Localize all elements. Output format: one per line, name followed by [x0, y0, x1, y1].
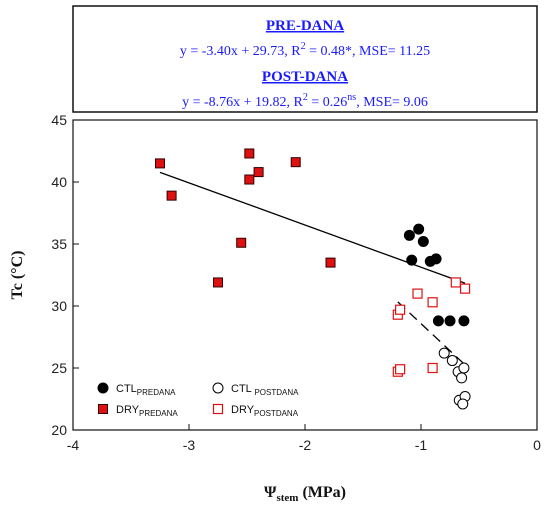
- dry-predana-point: [290, 157, 301, 168]
- dry-postdana-point: [427, 297, 438, 308]
- ctl-predana-point: [406, 254, 418, 266]
- ctl-postdana-point: [457, 398, 469, 410]
- y-tick-label: 30: [51, 298, 67, 314]
- ctl-postdana-point: [456, 372, 468, 384]
- legend-label: CTL POSTDANA: [231, 383, 299, 397]
- ctl-predana-point: [458, 315, 470, 327]
- axis-ticks: 20 25 30 35 40 45 -4 -3 -2 -1 0: [51, 112, 541, 453]
- plot-frame: [72, 119, 538, 431]
- dry-predana-point: [213, 277, 223, 288]
- equation-box: [72, 5, 538, 113]
- x-tick-label: -3: [183, 437, 196, 453]
- legend-marker-ctl-postdana: [212, 382, 224, 394]
- y-tick-label: 45: [51, 112, 67, 128]
- dry-predana-point: [325, 257, 336, 268]
- legend-label: DRYPOSTDANA: [231, 404, 299, 418]
- legend-label: CTLPREDANA: [116, 383, 176, 397]
- ctl-predana-point: [403, 229, 415, 241]
- ctl-predana-point: [432, 315, 444, 327]
- dry-predana-point: [155, 158, 165, 169]
- ctl-predana-point: [417, 236, 429, 248]
- dry-predana-point: [253, 167, 264, 178]
- dry-postdana-point: [459, 283, 471, 294]
- y-tick-label: 25: [51, 360, 67, 376]
- legend-marker-ctl-predana: [97, 382, 109, 394]
- x-tick-label: -1: [415, 437, 428, 453]
- dry-postdana-point: [450, 277, 461, 288]
- x-axis-label: Ψstem (MPa): [264, 484, 346, 504]
- dry-postdana-point: [412, 288, 423, 299]
- y-axis-label: Tc (°C): [9, 251, 26, 300]
- ctl-postdana-point: [446, 355, 458, 367]
- x-tick-label: 0: [533, 437, 541, 453]
- ctl-postdana-point: [438, 347, 450, 359]
- dry-postdana-point: [395, 304, 406, 315]
- x-tick-label: -2: [299, 437, 312, 453]
- y-tick-label: 40: [51, 174, 67, 190]
- fit-lines: [159, 171, 466, 366]
- pre-dana-title: PRE-DANA: [266, 18, 344, 34]
- pre-dana-equation: y = -3.40x + 29.73, R2 = 0.48*, MSE= 11.…: [180, 41, 430, 59]
- legend-label: DRYPREDANA: [116, 404, 178, 418]
- ctl-predana-point: [444, 315, 456, 327]
- post-dana-equation: y = -8.76x + 19.82, R2 = 0.26ns, MSE= 9.…: [182, 92, 428, 110]
- y-tick-label: 20: [51, 422, 67, 438]
- dry-predana-point: [166, 190, 177, 201]
- dry-predana-point: [244, 148, 255, 159]
- post-dana-title: POST-DANA: [262, 69, 348, 85]
- dry-predana-point: [236, 237, 247, 248]
- dry-postdana-point: [395, 364, 406, 375]
- ctl-predana-point: [430, 253, 442, 265]
- post-dana-fit-line: [397, 301, 466, 366]
- data-points: [155, 148, 471, 410]
- legend-marker-dry-predana: [98, 404, 108, 414]
- y-tick-label: 35: [51, 236, 67, 252]
- ctl-postdana-point: [458, 362, 470, 374]
- legend-marker-dry-postdana: [212, 403, 224, 415]
- dry-postdana-point: [427, 362, 438, 374]
- ctl-predana-point: [413, 223, 425, 235]
- legend: CTLPREDANA DRYPREDANA CTL POSTDANA DRYPOSTD…: [97, 382, 299, 418]
- dry-predana-point: [244, 174, 255, 185]
- x-tick-label: -4: [67, 437, 80, 453]
